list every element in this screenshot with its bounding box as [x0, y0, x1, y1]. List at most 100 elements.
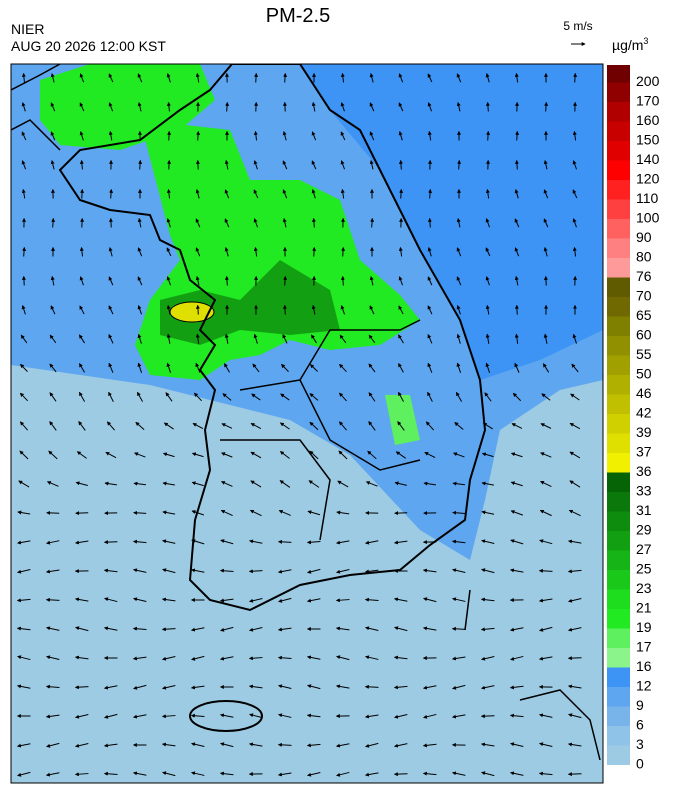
wind-vector — [541, 393, 551, 401]
colorbar-swatch — [607, 570, 630, 590]
wind-vector — [538, 771, 553, 776]
wind-vector — [398, 102, 404, 112]
wind-vector — [543, 247, 548, 257]
moderate-region-2 — [300, 64, 603, 380]
wind-vector — [162, 771, 176, 777]
colorbar-label: 16 — [636, 658, 652, 674]
colorbar-swatch — [607, 102, 630, 122]
wind-vector — [50, 72, 55, 83]
wind-vector — [137, 276, 143, 286]
wind-vector — [422, 568, 437, 573]
colorbar-swatch — [607, 648, 630, 668]
wind-vector — [193, 392, 202, 402]
wind-vector — [162, 656, 176, 661]
wind-vector — [336, 771, 350, 777]
wind-vector — [538, 568, 553, 573]
wind-vector — [45, 597, 60, 602]
wind-vector — [365, 655, 379, 660]
colorbar-swatch — [607, 453, 630, 473]
wind-vector — [539, 742, 553, 748]
wind-vector — [340, 72, 345, 83]
wind-vector — [543, 333, 548, 344]
wind-vector — [17, 510, 31, 515]
wind-vector — [369, 131, 375, 141]
colorbar-label: 110 — [636, 190, 659, 206]
colorbar-swatch — [607, 316, 630, 336]
wind-vector — [364, 569, 379, 574]
wind-vector — [74, 540, 89, 545]
wind-vector — [103, 626, 118, 631]
wind-reference-label: 5 m/s — [563, 19, 592, 33]
wind-vector — [365, 742, 379, 748]
wind-vector — [427, 276, 433, 286]
colorbar-label: 65 — [636, 307, 652, 323]
wind-vector — [224, 333, 229, 344]
wind-vector — [249, 539, 263, 544]
wind-vector — [341, 246, 346, 257]
wind-vector — [166, 304, 171, 315]
wind-vector — [277, 539, 292, 544]
wind-vector — [538, 713, 553, 718]
wind-vector — [336, 540, 350, 545]
wind-vector — [21, 72, 26, 83]
wind-vector — [21, 160, 27, 170]
wind-vector — [103, 743, 118, 748]
wind-vector — [280, 393, 290, 401]
wind-vector — [282, 131, 287, 141]
wind-vector — [485, 304, 490, 315]
wind-vector — [137, 305, 143, 315]
wind-vector — [281, 363, 289, 372]
wind-vector — [452, 481, 465, 486]
wind-vector — [137, 391, 143, 402]
wind-vector — [335, 598, 350, 603]
wind-vector — [538, 656, 553, 661]
wind-vector — [108, 362, 114, 373]
wind-vector — [398, 131, 403, 141]
wind-vector — [306, 540, 321, 545]
wind-vector — [569, 480, 581, 488]
colorbar-swatch — [607, 394, 630, 414]
wind-vector — [509, 685, 524, 690]
wind-vector — [568, 627, 582, 632]
colorbar-swatch — [607, 297, 630, 317]
wind-vector — [427, 391, 433, 402]
colorbar-label: 31 — [636, 502, 652, 518]
wind-vector — [74, 772, 89, 777]
wind-vector — [195, 247, 201, 257]
wind-vector — [335, 743, 350, 748]
wind-vector — [538, 598, 553, 603]
wind-vector — [108, 102, 114, 112]
wind-vector — [422, 743, 437, 748]
coastline — [11, 64, 61, 151]
wind-vector — [283, 72, 288, 83]
wind-vector — [368, 334, 376, 344]
wind-vector — [339, 334, 347, 344]
wind-vector — [224, 363, 230, 373]
wind-vector — [510, 539, 524, 545]
wind-vector — [485, 101, 490, 112]
colorbar-label: 6 — [636, 717, 644, 733]
wind-vector — [132, 771, 147, 776]
colorbar-swatch — [607, 433, 630, 453]
wind-vector — [190, 713, 205, 718]
wind-vector — [132, 539, 147, 544]
wind-vector — [279, 480, 291, 488]
wind-vector — [16, 684, 31, 689]
wind-vector — [162, 539, 176, 544]
wind-vector — [162, 452, 175, 458]
colorbar-label: 27 — [636, 541, 652, 557]
wind-vector — [49, 334, 57, 344]
colorbar-label: 160 — [636, 112, 660, 128]
wind-vector — [162, 685, 176, 690]
wind-vector — [486, 130, 491, 141]
wind-vector — [19, 421, 29, 431]
wind-vector — [452, 510, 466, 515]
wind-vector — [251, 393, 261, 401]
wind-vector — [368, 363, 376, 373]
wind-vector — [248, 569, 263, 574]
wind-vector — [249, 627, 263, 632]
wind-vector — [249, 509, 262, 517]
wind-vector — [568, 509, 581, 517]
wind-vector — [166, 218, 171, 228]
wind-vector — [166, 188, 171, 199]
